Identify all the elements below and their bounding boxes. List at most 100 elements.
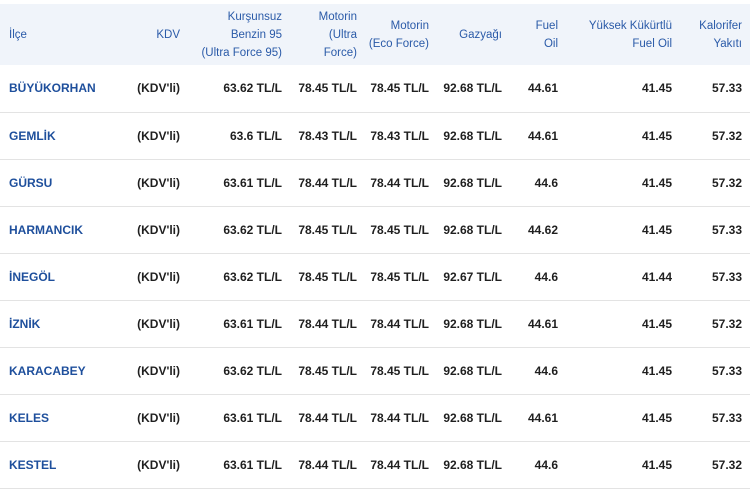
header-fuel-oil-line: Oil: [543, 37, 558, 50]
header-motorin-ultra-line: (Ultra: [328, 28, 357, 41]
header-motorin-ultra-line: Motorin: [318, 10, 357, 23]
motorin-ultra-price-cell: 78.45 TL/L: [298, 222, 357, 237]
fuel-oil-price-cell: 44.6: [534, 363, 558, 378]
gazyagi-price-cell: 92.68 TL/L: [443, 410, 502, 425]
district-link[interactable]: BÜYÜKORHAN: [9, 81, 96, 96]
gazyagi-price-cell: 92.68 TL/L: [443, 128, 502, 143]
district-link[interactable]: KELES: [9, 410, 50, 425]
yuksek-kukurtlu-price-cell: 41.45: [641, 128, 672, 143]
kdv-cell: (KDV'li): [137, 175, 180, 190]
header-kdv-line: KDV: [156, 28, 180, 41]
motorin-eco-price-cell: 78.44 TL/L: [370, 175, 429, 190]
header-yuksek-kukurtlu: Yüksek Kükürtlü Fuel Oil: [566, 4, 680, 65]
kalorifer-price-cell: 57.32: [711, 316, 742, 331]
kdv-cell: (KDV'li): [137, 222, 180, 237]
header-motorin-ultra-line: Force): [323, 46, 357, 59]
motorin-eco-price-cell: 78.45 TL/L: [370, 81, 429, 96]
district-link[interactable]: GEMLİK: [9, 128, 56, 143]
table-header-row: İlçe KDV Kurşunsuz Benzin 95 (Ultra Force 95…: [0, 4, 750, 65]
kdv-cell: (KDV'li): [137, 269, 180, 284]
header-kursunsuz-benzin-line: Kurşunsuz: [227, 10, 282, 23]
motorin-eco-price-cell: 78.43 TL/L: [370, 128, 429, 143]
fuel-price-table: İlçe KDV Kurşunsuz Benzin 95 (Ultra Force 95…: [0, 4, 750, 489]
table-row: BÜYÜKORHAN (KDV'li) 63.62 TL/L 78.45 TL/L 78…: [0, 65, 750, 112]
district-link[interactable]: KESTEL: [9, 457, 57, 472]
motorin-ultra-price-cell: 78.45 TL/L: [298, 363, 357, 378]
yuksek-kukurtlu-price-cell: 41.45: [641, 222, 672, 237]
header-kdv: KDV: [100, 4, 188, 65]
header-fuel-oil-line: Fuel: [535, 19, 558, 32]
table-row: GEMLİK (KDV'li) 63.6 TL/L 78.43 TL/L 78.43 T…: [0, 112, 750, 159]
benzin-price-cell: 63.62 TL/L: [223, 81, 282, 96]
kalorifer-price-cell: 57.32: [711, 128, 742, 143]
header-ilce-line: İlçe: [9, 28, 27, 41]
table-row: GÜRSU (KDV'li) 63.61 TL/L 78.44 TL/L 78.44 T…: [0, 159, 750, 206]
fuel-oil-price-cell: 44.61: [527, 128, 558, 143]
benzin-price-cell: 63.61 TL/L: [223, 316, 282, 331]
fuel-oil-price-cell: 44.61: [527, 81, 558, 96]
motorin-eco-price-cell: 78.45 TL/L: [370, 269, 429, 284]
district-link[interactable]: İZNİK: [9, 316, 41, 331]
kalorifer-price-cell: 57.32: [711, 457, 742, 472]
benzin-price-cell: 63.6 TL/L: [229, 128, 282, 143]
gazyagi-price-cell: 92.68 TL/L: [443, 222, 502, 237]
header-kursunsuz-benzin-line: Benzin 95: [230, 28, 282, 41]
district-link[interactable]: İNEGÖL: [9, 269, 56, 284]
yuksek-kukurtlu-price-cell: 41.45: [641, 363, 672, 378]
kdv-cell: (KDV'li): [137, 457, 180, 472]
kalorifer-price-cell: 57.33: [711, 81, 742, 96]
header-kursunsuz-benzin: Kurşunsuz Benzin 95 (Ultra Force 95): [188, 4, 290, 65]
header-yuksek-kukurtlu-line: Fuel Oil: [632, 37, 672, 50]
fuel-oil-price-cell: 44.6: [534, 457, 558, 472]
benzin-price-cell: 63.61 TL/L: [223, 410, 282, 425]
district-link[interactable]: GÜRSU: [9, 175, 53, 190]
kdv-cell: (KDV'li): [137, 410, 180, 425]
fuel-oil-price-cell: 44.61: [527, 316, 558, 331]
table-row: KELES (KDV'li) 63.61 TL/L 78.44 TL/L 78.44 T…: [0, 394, 750, 441]
header-motorin-eco-line: Motorin: [390, 19, 429, 32]
table-row: İZNİK (KDV'li) 63.61 TL/L 78.44 TL/L 78.44 T…: [0, 300, 750, 347]
kdv-cell: (KDV'li): [137, 316, 180, 331]
header-motorin-eco: Motorin (Eco Force): [365, 4, 437, 65]
motorin-eco-price-cell: 78.44 TL/L: [370, 316, 429, 331]
motorin-eco-price-cell: 78.45 TL/L: [370, 363, 429, 378]
table-row: KESTEL (KDV'li) 63.61 TL/L 78.44 TL/L 78.44 …: [0, 441, 750, 488]
benzin-price-cell: 63.62 TL/L: [223, 222, 282, 237]
gazyagi-price-cell: 92.68 TL/L: [443, 81, 502, 96]
motorin-eco-price-cell: 78.44 TL/L: [370, 457, 429, 472]
fuel-oil-price-cell: 44.62: [527, 222, 558, 237]
header-fuel-oil: Fuel Oil: [510, 4, 566, 65]
kdv-cell: (KDV'li): [137, 363, 180, 378]
motorin-ultra-price-cell: 78.44 TL/L: [298, 316, 357, 331]
header-motorin-eco-line: (Eco Force): [368, 37, 429, 50]
header-kalorifer-line: Kalorifer: [699, 19, 742, 32]
motorin-eco-price-cell: 78.44 TL/L: [370, 410, 429, 425]
kalorifer-price-cell: 57.32: [711, 175, 742, 190]
table-body: BÜYÜKORHAN (KDV'li) 63.62 TL/L 78.45 TL/L 78…: [0, 65, 750, 488]
kdv-cell: (KDV'li): [137, 128, 180, 143]
motorin-ultra-price-cell: 78.43 TL/L: [298, 128, 357, 143]
header-gazyagi: Gazyağı: [437, 4, 510, 65]
motorin-ultra-price-cell: 78.45 TL/L: [298, 269, 357, 284]
kalorifer-price-cell: 57.33: [711, 269, 742, 284]
fuel-oil-price-cell: 44.6: [534, 175, 558, 190]
benzin-price-cell: 63.61 TL/L: [223, 175, 282, 190]
motorin-eco-price-cell: 78.45 TL/L: [370, 222, 429, 237]
gazyagi-price-cell: 92.67 TL/L: [443, 269, 502, 284]
table-row: KARACABEY (KDV'li) 63.62 TL/L 78.45 TL/L 78.…: [0, 347, 750, 394]
district-link[interactable]: HARMANCIK: [9, 222, 83, 237]
kalorifer-price-cell: 57.33: [711, 363, 742, 378]
table-row: HARMANCIK (KDV'li) 63.62 TL/L 78.45 TL/L 78.…: [0, 206, 750, 253]
header-ilce: İlçe: [0, 4, 100, 65]
motorin-ultra-price-cell: 78.44 TL/L: [298, 457, 357, 472]
yuksek-kukurtlu-price-cell: 41.44: [641, 269, 672, 284]
gazyagi-price-cell: 92.68 TL/L: [443, 175, 502, 190]
kalorifer-price-cell: 57.33: [711, 410, 742, 425]
fuel-oil-price-cell: 44.61: [527, 410, 558, 425]
district-link[interactable]: KARACABEY: [9, 363, 86, 378]
yuksek-kukurtlu-price-cell: 41.45: [641, 81, 672, 96]
benzin-price-cell: 63.61 TL/L: [223, 457, 282, 472]
gazyagi-price-cell: 92.68 TL/L: [443, 457, 502, 472]
header-kalorifer-line: Yakıtı: [713, 37, 742, 50]
